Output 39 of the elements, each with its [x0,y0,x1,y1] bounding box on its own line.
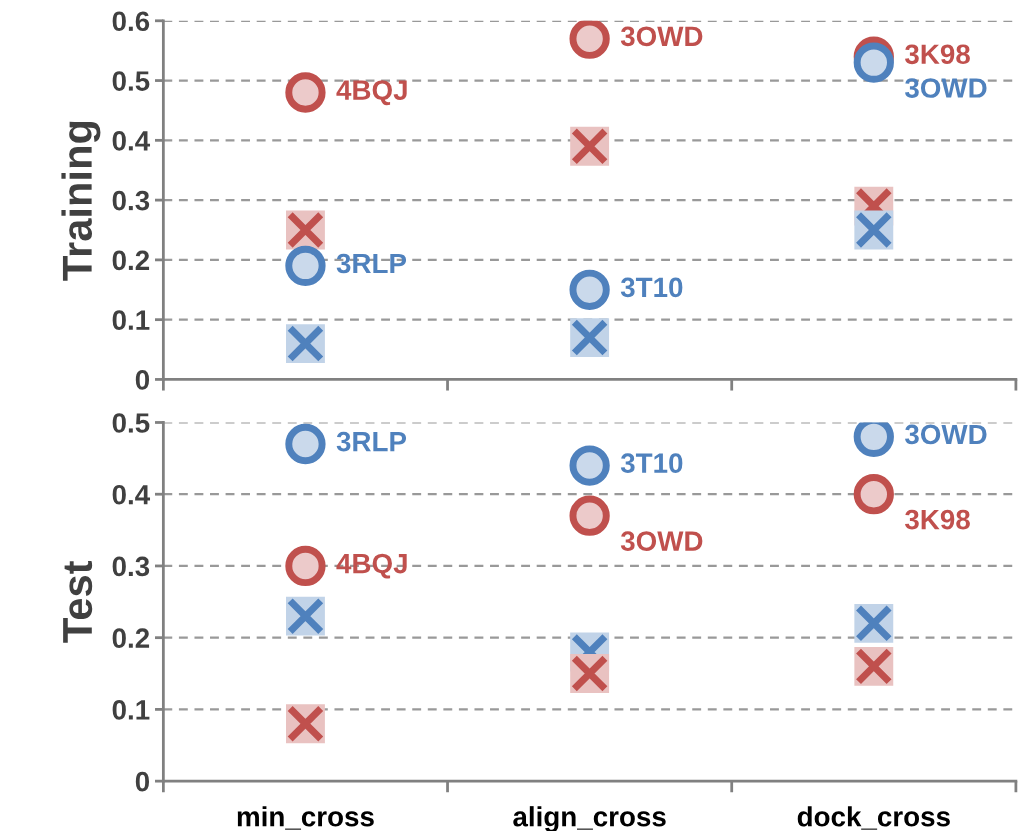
point [853,474,894,515]
y-tick-label: 0.3 [112,556,150,577]
annotation: 3RLP [336,253,407,274]
annotation: 3OWD [620,531,703,551]
y-tick-label: 0.1 [112,310,150,330]
point [285,545,326,587]
annotation: 3K98 [905,44,970,65]
point [569,20,610,59]
y-tick-label: 0.4 [112,484,151,505]
y-tick-label: 0.3 [112,190,150,211]
annotation: 3OWD [620,26,703,47]
annotation: 3K98 [905,509,970,530]
annotation: 3OWD [905,424,987,445]
point [569,269,610,310]
y-tick-label: 0.5 [112,71,150,91]
point [569,445,610,486]
y-tick-label: 0 [135,771,150,792]
point [853,42,894,83]
point [285,423,326,465]
y-tick-label: 0.2 [112,628,150,649]
annotation: 3RLP [336,431,407,452]
y-tick-label: 0.5 [112,413,150,433]
annotation: 4BQJ [336,80,407,106]
y-tick-label: 0.6 [112,11,150,32]
y-axis-title: Test [63,561,93,643]
point [285,245,326,286]
annotation: 4BQJ [336,553,407,579]
y-axis-title: Training [61,121,101,281]
point [285,72,326,113]
y-tick-label: 0 [135,370,150,390]
annotation: 3T10 [620,277,683,298]
y-tick-label: 0.1 [112,700,150,720]
y-tick-label: 0.2 [112,250,150,271]
y-tick-label: 0.4 [112,131,151,151]
annotation: 3OWD [905,78,987,98]
point [569,495,610,536]
annotation: 3T10 [620,453,683,474]
x-tick-label: min_cross [237,806,374,830]
x-tick-label: dock_cross [797,806,950,830]
